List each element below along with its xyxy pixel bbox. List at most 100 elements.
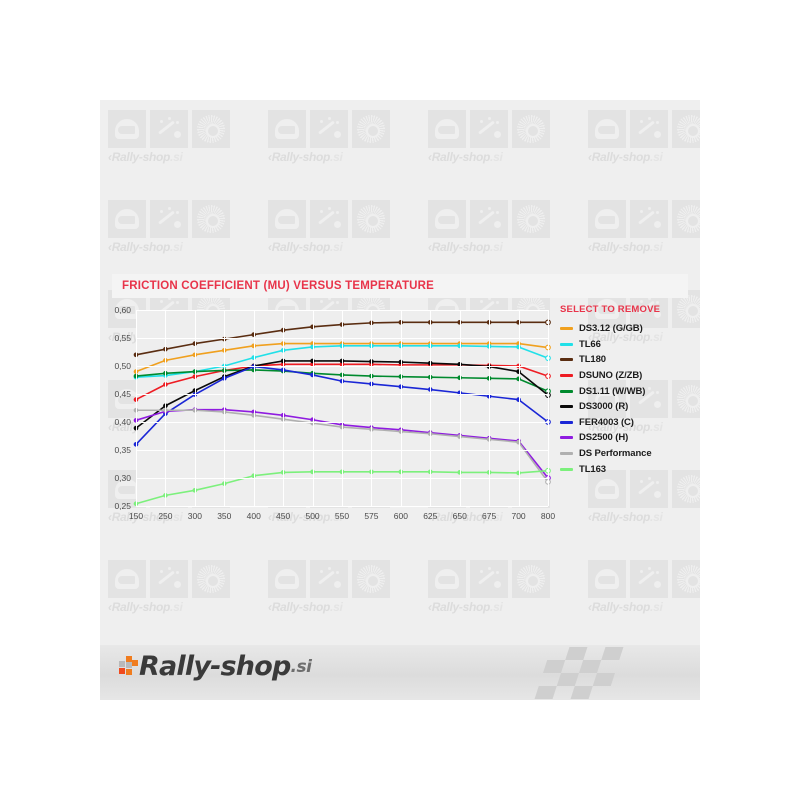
legend-item-label: DS Performance [579, 448, 652, 460]
x-axis-tick-label: 500 [305, 511, 320, 521]
gridline-vertical [136, 310, 137, 506]
brand-logo: Rally-shop .si [118, 651, 312, 682]
legend-item-label: TL66 [579, 338, 601, 350]
x-axis-tick-label: 400 [246, 511, 261, 521]
wheel-icon [512, 110, 550, 148]
x-axis-tick-label: 450 [276, 511, 291, 521]
legend-item-tl66[interactable]: TL66 [560, 337, 690, 353]
wheel-icon [352, 560, 390, 598]
gauge-icon [310, 110, 348, 148]
gridline-vertical [253, 310, 255, 506]
logo-name: Rally-shop [139, 651, 291, 682]
legend-item-ds1-11-w-wb[interactable]: DS1.11 (W/WB) [560, 383, 690, 399]
gauge-icon [470, 110, 508, 148]
legend-item-label: TL180 [579, 354, 606, 366]
y-axis-tick-label: 0,40 [114, 417, 131, 427]
x-axis-tick-label: 650 [452, 511, 467, 521]
legend-item-ds3-12-g-gb[interactable]: DS3.12 (G/GB) [560, 321, 690, 337]
watermark-text: ‹Rally-shop.si [108, 600, 183, 614]
gridline-vertical [312, 310, 314, 506]
watermark-text: ‹Rally-shop.si [268, 240, 343, 254]
wheel-icon [672, 110, 700, 148]
wheel-icon [352, 200, 390, 238]
watermark-tile: ‹Rally-shop.si [428, 560, 558, 622]
gauge-icon [150, 110, 188, 148]
legend-color-swatch [560, 327, 573, 331]
watermark-tile: ‹Rally-shop.si [588, 560, 700, 622]
legend-color-swatch [560, 420, 573, 424]
watermark-text: ‹Rally-shop.si [588, 150, 663, 164]
watermark-tile: ‹Rally-shop.si [588, 110, 700, 172]
helmet-icon [588, 200, 626, 238]
gridline-vertical [430, 310, 432, 506]
gridline-vertical [283, 310, 285, 506]
chart-plot-area: 0,25 0,30 0,35 0,40 0,45 0,50 0,55 0,60 150 250 30… [114, 305, 555, 521]
legend-item-ds3000-r[interactable]: DS3000 (R) [560, 399, 690, 415]
legend-item-fer4003-c[interactable]: FER4003 (C) [560, 415, 690, 431]
legend-item-label: FER4003 (C) [579, 416, 634, 428]
gauge-icon [470, 560, 508, 598]
gridline-vertical [194, 310, 196, 506]
footer-logo-band: Rally-shop .si [100, 645, 700, 700]
legend-item-label: TL163 [579, 463, 606, 475]
watermark-tile: ‹Rally-shop.si [588, 200, 700, 262]
legend-color-swatch [560, 452, 573, 456]
legend-color-swatch [560, 389, 573, 393]
gauge-icon [630, 560, 668, 598]
x-axis-tick-label: 250 [158, 511, 173, 521]
gridline-vertical [489, 310, 491, 506]
gauge-icon [630, 110, 668, 148]
pixel-cluster-icon [118, 655, 138, 678]
legend-item-label: DS3000 (R) [579, 401, 629, 413]
watermark-text: ‹Rally-shop.si [588, 600, 663, 614]
legend-item-ds2500-h[interactable]: DS2500 (H) [560, 430, 690, 446]
x-axis-tick-label: 675 [482, 511, 497, 521]
legend-item-ds-performance[interactable]: DS Performance [560, 446, 690, 462]
legend-color-swatch [560, 436, 573, 440]
legend-item-tl180[interactable]: TL180 [560, 352, 690, 368]
legend-item-label: DS2500 (H) [579, 432, 629, 444]
watermark-text: ‹Rally-shop.si [588, 240, 663, 254]
gauge-icon [150, 560, 188, 598]
y-axis-tick-label: 0,60 [114, 305, 131, 315]
wheel-icon [192, 200, 230, 238]
checkered-flag-icon [534, 647, 624, 699]
x-axis-tick-label: 550 [334, 511, 350, 521]
wheel-icon [352, 110, 390, 148]
x-axis-tick-label: 625 [423, 511, 438, 521]
y-axis-tick-label: 0,45 [114, 389, 131, 399]
watermark-text: ‹Rally-shop.si [428, 240, 503, 254]
gauge-icon [630, 200, 668, 238]
x-axis-tick-label: 300 [187, 511, 202, 521]
watermark-tile: ‹Rally-shop.si [268, 110, 398, 172]
legend-color-swatch [560, 358, 573, 362]
gridline-vertical [548, 310, 549, 506]
watermark-text: ‹Rally-shop.si [268, 600, 343, 614]
y-axis-tick-label: 0,25 [114, 501, 131, 511]
wheel-icon [672, 200, 700, 238]
gauge-icon [150, 200, 188, 238]
helmet-icon [268, 110, 306, 148]
wheel-icon [192, 110, 230, 148]
page-title: FRICTION COEFFICIENT (MU) VERSUS TEMPERA… [122, 280, 435, 292]
wheel-icon [672, 560, 700, 598]
watermark-text: ‹Rally-shop.si [108, 150, 183, 164]
logo-tld: .si [290, 656, 312, 677]
helmet-icon [428, 200, 466, 238]
helmet-icon [268, 200, 306, 238]
x-axis-tick-label: 350 [217, 511, 232, 521]
watermark-text: ‹Rally-shop.si [108, 240, 183, 254]
watermark-tile: ‹Rally-shop.si [268, 560, 398, 622]
y-axis-tick-label: 0,30 [114, 473, 131, 483]
y-axis-tick-label: 0,35 [114, 445, 131, 455]
gauge-icon [470, 200, 508, 238]
chart-legend: SELECT TO REMOVE DS3.12 (G/GB) TL66 TL180 D… [560, 304, 690, 477]
legend-item-dsuno-z-zb[interactable]: DSUNO (Z/ZB) [560, 368, 690, 384]
watermark-tile: ‹Rally-shop.si [268, 200, 398, 262]
legend-item-tl163[interactable]: TL163 [560, 461, 690, 477]
gridline-vertical [165, 310, 167, 506]
watermark-tile: ‹Rally-shop.si [428, 110, 558, 172]
legend-color-swatch [560, 342, 573, 346]
helmet-icon [268, 560, 306, 598]
helmet-icon [108, 560, 146, 598]
